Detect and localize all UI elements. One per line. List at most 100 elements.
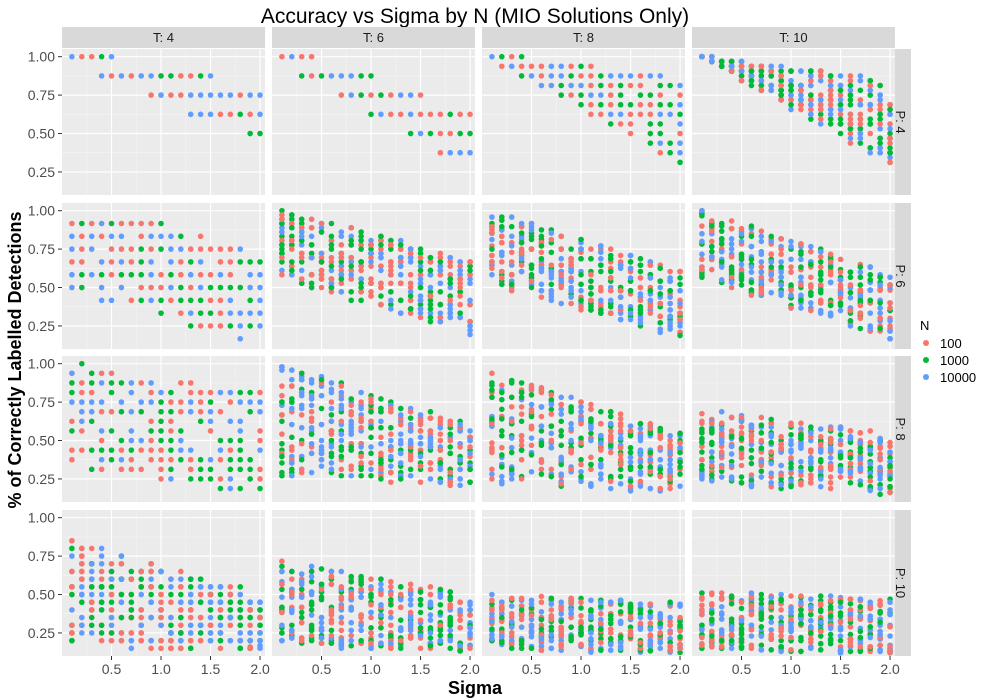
data-point [887,140,893,146]
data-point [607,473,614,480]
data-point [528,271,535,278]
data-point [289,216,295,223]
data-point [558,628,565,634]
data-point [607,92,614,98]
data-point [598,408,604,415]
data-point [857,116,864,122]
data-point [718,426,725,432]
data-point [457,612,463,618]
data-point [558,599,565,606]
data-point [178,297,184,304]
data-point [748,472,755,478]
data-point [358,267,364,274]
data-point [827,264,834,270]
data-point [877,310,883,316]
data-point [197,399,204,405]
data-point [328,399,335,405]
data-point [768,460,775,467]
data-point [728,624,735,630]
data-point [837,269,844,275]
data-point [867,77,874,84]
data-point [647,609,654,615]
data-point [817,259,824,265]
data-point [79,259,85,265]
data-point [457,476,463,482]
data-point [558,418,565,425]
data-point [677,287,683,294]
data-point [368,111,374,118]
data-point [847,455,854,461]
data-point [588,92,594,98]
data-point [237,447,244,453]
data-point [427,444,434,450]
data-point [677,268,683,275]
data-point [98,437,105,444]
data-point [718,616,725,622]
data-point [518,607,525,613]
data-point [227,637,234,644]
data-point [538,287,545,294]
data-point [598,447,604,453]
data-point [578,641,584,648]
data-point [768,68,775,74]
data-point [837,294,844,301]
y-tick-label: 0.50 [28,126,55,142]
data-point [558,73,565,79]
data-point [467,267,473,274]
data-point [289,233,295,240]
data-point [237,418,244,425]
data-point [118,576,125,582]
data-point [338,431,345,437]
data-point [627,259,634,265]
data-point [847,101,854,108]
data-point [397,254,404,261]
data-point [148,259,154,265]
data-point [887,323,893,329]
data-point [348,73,355,79]
data-point [118,560,125,567]
data-point [699,430,705,436]
data-point [358,594,364,600]
data-point [108,233,115,240]
data-point [677,649,683,656]
data-point [257,111,263,118]
data-point [538,616,545,623]
data-point [728,433,735,440]
data-point [827,455,834,461]
data-point [827,485,834,492]
data-point [877,464,883,471]
data-point [499,53,505,60]
data-point [88,447,95,453]
data-point [289,444,295,450]
data-point [877,135,883,142]
data-point [447,604,454,611]
data-point [867,264,874,270]
data-point [298,237,305,244]
data-point [808,274,814,281]
data-point [407,581,414,588]
data-point [788,106,794,113]
data-point [368,630,374,636]
data-point [558,618,565,625]
data-point [128,73,135,79]
data-point [528,63,535,70]
data-point [738,435,745,442]
data-point [417,314,424,321]
data-point [308,224,315,231]
data-point [528,624,535,630]
data-point [489,394,495,401]
data-point [798,420,804,427]
data-point [338,466,345,473]
data-point [98,456,105,463]
data-point [328,460,335,466]
data-point [588,284,594,291]
data-point [227,456,234,463]
data-point [427,466,434,473]
data-point [397,450,404,457]
data-point [508,243,515,249]
data-point [709,243,715,250]
data-point [187,246,194,252]
data-point [657,645,664,652]
data-point [118,553,125,559]
data-point [138,284,145,291]
